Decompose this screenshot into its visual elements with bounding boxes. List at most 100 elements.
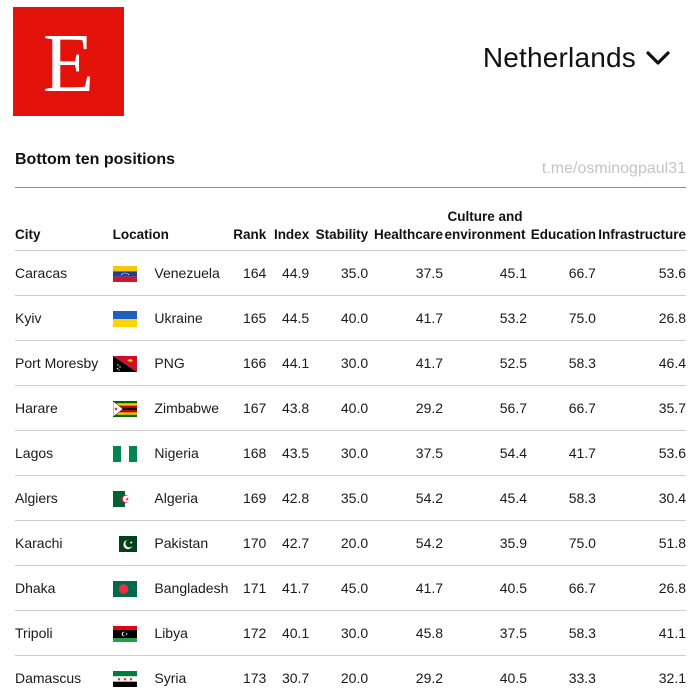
- country-selector[interactable]: Netherlands: [483, 42, 670, 74]
- cell-education: 66.7: [527, 386, 596, 431]
- cell-city: Port Moresby: [15, 341, 113, 386]
- cell-index: 43.8: [266, 386, 309, 431]
- cell-country: Algeria: [154, 476, 228, 521]
- column-header-stability: Stability: [309, 188, 368, 251]
- cell-healthcare: 45.8: [368, 611, 443, 656]
- libya-flag-icon: [113, 626, 137, 642]
- cell-country: Syria: [154, 656, 228, 700]
- cell-country: Zimbabwe: [154, 386, 228, 431]
- cell-education: 33.3: [527, 656, 596, 700]
- cell-stability: 35.0: [309, 476, 368, 521]
- table-row: Dhaka Bangladesh 171 41.7 45.0 41.7 40.5…: [15, 566, 686, 611]
- cell-stability: 30.0: [309, 431, 368, 476]
- table-row: Karachi Pakistan 170 42.7 20.0 54.2 35.9…: [15, 521, 686, 566]
- watermark: t.me/osminogpaul31: [542, 160, 686, 178]
- table-row: Damascus Syria 173 30.7 20.0 29.2 40.5 3…: [15, 656, 686, 700]
- cell-stability: 30.0: [309, 341, 368, 386]
- cell-flag: [113, 656, 155, 700]
- cell-stability: 40.0: [309, 386, 368, 431]
- cell-city: Tripoli: [15, 611, 113, 656]
- cell-education: 75.0: [527, 296, 596, 341]
- cell-culture: 56.7: [443, 386, 527, 431]
- cell-rank: 173: [228, 656, 266, 700]
- cell-flag: [113, 611, 155, 656]
- cell-index: 30.7: [266, 656, 309, 700]
- cell-infrastructure: 41.1: [596, 611, 686, 656]
- cell-city: Kyiv: [15, 296, 113, 341]
- cell-education: 58.3: [527, 341, 596, 386]
- cell-education: 41.7: [527, 431, 596, 476]
- cell-stability: 35.0: [309, 251, 368, 296]
- cell-rank: 165: [228, 296, 266, 341]
- column-header-culture-line1: Culture and: [448, 209, 523, 224]
- cell-country: PNG: [154, 341, 228, 386]
- cell-city: Dhaka: [15, 566, 113, 611]
- column-header-culture: Culture and environment: [443, 188, 527, 251]
- cell-country: Ukraine: [154, 296, 228, 341]
- chevron-down-icon: [646, 50, 670, 66]
- cell-education: 58.3: [527, 611, 596, 656]
- cell-index: 42.7: [266, 521, 309, 566]
- table-row: Algiers Algeria 169 42.8 35.0 54.2 45.4 …: [15, 476, 686, 521]
- economist-logo[interactable]: E: [13, 7, 124, 116]
- cell-city: Lagos: [15, 431, 113, 476]
- cell-culture: 45.4: [443, 476, 527, 521]
- cell-city: Algiers: [15, 476, 113, 521]
- cell-stability: 45.0: [309, 566, 368, 611]
- cell-flag: [113, 476, 155, 521]
- cell-infrastructure: 32.1: [596, 656, 686, 700]
- cell-rank: 164: [228, 251, 266, 296]
- column-header-rank: Rank: [228, 188, 266, 251]
- cell-flag: [113, 251, 155, 296]
- cell-education: 58.3: [527, 476, 596, 521]
- cell-index: 41.7: [266, 566, 309, 611]
- cell-city: Caracas: [15, 251, 113, 296]
- cell-infrastructure: 51.8: [596, 521, 686, 566]
- cell-rank: 172: [228, 611, 266, 656]
- cell-rank: 168: [228, 431, 266, 476]
- column-header-culture-line2: environment: [445, 227, 526, 242]
- cell-index: 44.5: [266, 296, 309, 341]
- venezuela-flag-icon: [113, 266, 137, 282]
- cell-flag: [113, 431, 155, 476]
- cell-infrastructure: 30.4: [596, 476, 686, 521]
- cell-index: 42.8: [266, 476, 309, 521]
- table-row: Caracas Venezuela 164 44.9 35.0 37.5 45.…: [15, 251, 686, 296]
- table-row: Port Moresby PNG 166 44.1 30.0 41.7 52.5…: [15, 341, 686, 386]
- cell-infrastructure: 35.7: [596, 386, 686, 431]
- cell-stability: 20.0: [309, 656, 368, 700]
- cell-healthcare: 41.7: [368, 566, 443, 611]
- cell-country: Libya: [154, 611, 228, 656]
- bangladesh-flag-icon: [113, 581, 137, 597]
- cell-culture: 40.5: [443, 566, 527, 611]
- cell-infrastructure: 53.6: [596, 431, 686, 476]
- cell-healthcare: 41.7: [368, 341, 443, 386]
- cell-flag: [113, 386, 155, 431]
- column-header-infrastructure: Infrastructure: [596, 188, 686, 251]
- cell-healthcare: 29.2: [368, 656, 443, 700]
- logo-letter: E: [43, 22, 94, 106]
- algeria-flag-icon: [113, 491, 137, 507]
- cell-index: 44.9: [266, 251, 309, 296]
- cell-healthcare: 29.2: [368, 386, 443, 431]
- cell-culture: 54.4: [443, 431, 527, 476]
- table-row: Tripoli Libya 172 40.1 30.0 45.8 37.5 58…: [15, 611, 686, 656]
- cell-country: Bangladesh: [154, 566, 228, 611]
- cell-culture: 53.2: [443, 296, 527, 341]
- cell-flag: [113, 341, 155, 386]
- zimbabwe-flag-icon: [113, 401, 137, 417]
- cell-education: 66.7: [527, 566, 596, 611]
- column-header-education: Education: [527, 188, 596, 251]
- ukraine-flag-icon: [113, 311, 137, 327]
- column-header-city: City: [15, 188, 113, 251]
- cell-index: 40.1: [266, 611, 309, 656]
- cell-infrastructure: 46.4: [596, 341, 686, 386]
- country-selector-label: Netherlands: [483, 42, 636, 74]
- cell-rank: 171: [228, 566, 266, 611]
- table-row: Lagos Nigeria 168 43.5 30.0 37.5 54.4 41…: [15, 431, 686, 476]
- cell-infrastructure: 26.8: [596, 566, 686, 611]
- cell-culture: 37.5: [443, 611, 527, 656]
- cell-culture: 52.5: [443, 341, 527, 386]
- cell-city: Karachi: [15, 521, 113, 566]
- cell-flag: [113, 566, 155, 611]
